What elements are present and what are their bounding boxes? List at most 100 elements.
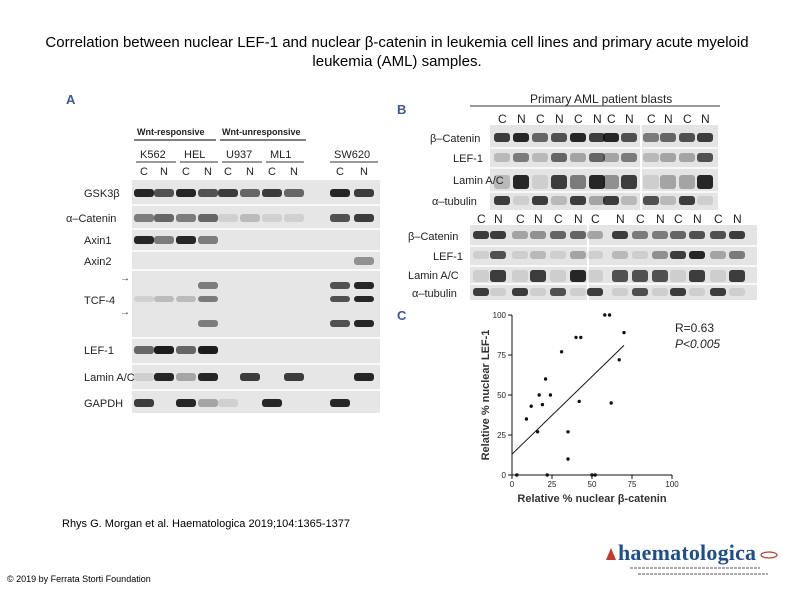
blot-band: [570, 251, 586, 259]
data-point: [545, 473, 549, 477]
blot-band: [643, 153, 659, 162]
data-point: [543, 377, 548, 381]
blot-band: [473, 270, 489, 282]
blot-band: [729, 270, 745, 282]
data-point: [577, 399, 581, 404]
blot-band: [660, 133, 676, 142]
blot-band: [513, 153, 529, 162]
blot-band: [473, 288, 489, 296]
slide-title: Correlation between nuclear LEF-1 and nu…: [45, 34, 749, 70]
row-label: β–Catenin: [430, 133, 480, 145]
x-tick-label: 0: [510, 480, 515, 489]
blot-band: [354, 189, 374, 197]
blot-band: [612, 288, 628, 296]
row-label: α–Catenin: [66, 213, 116, 225]
panel-c-letter: C: [397, 308, 407, 323]
blot-band: [603, 196, 619, 205]
row-label: Lamin A/C: [84, 372, 135, 384]
logo-ornament-icon: [760, 551, 778, 559]
row-label: LEF-1: [433, 251, 463, 263]
blot-band: [198, 236, 218, 244]
lane-label: N: [693, 212, 702, 226]
blot-band: [494, 153, 510, 162]
scatter-chart: 0 25 50 75 100 0 25 50 75 100 Relative % nuclear β…: [480, 311, 679, 505]
blot-band: [154, 236, 174, 244]
blot-band: [632, 251, 648, 259]
lane-label: C: [224, 166, 232, 178]
blot-band: [660, 175, 676, 189]
blot-band: [176, 399, 196, 407]
blot-band: [176, 373, 196, 381]
data-point: [617, 358, 621, 362]
blot-band: [670, 288, 686, 296]
haematologica-logo[interactable]: haematologica: [604, 540, 780, 582]
blot-band: [612, 270, 628, 282]
x-tick-label: 100: [665, 480, 679, 489]
blot-band: [240, 189, 260, 197]
lane-label: N: [494, 212, 503, 226]
row-label: Lamin A/C: [453, 175, 504, 187]
blot-band: [176, 346, 196, 354]
blot-band: [570, 288, 586, 296]
panel-c: C 0 25 50 75 100 0 25 50 75 100 Relative % nuclear…: [397, 308, 720, 505]
blot-band: [240, 373, 260, 381]
lane-label: C: [607, 112, 616, 126]
row-labels-b-top: β–Catenin LEF-1 Lamin A/C α–tubulin: [430, 133, 504, 208]
lane-label: N: [656, 212, 665, 226]
blot-band: [603, 153, 619, 162]
data-point: [566, 457, 570, 461]
lane-label: C: [516, 212, 525, 226]
blot-band: [632, 231, 648, 239]
blot-band: [697, 153, 713, 162]
data-point: [593, 473, 597, 477]
blot-band: [643, 196, 659, 205]
data-point: [609, 401, 613, 405]
blot-band: [660, 153, 676, 162]
blot-band: [689, 288, 705, 296]
blot-band: [354, 214, 374, 222]
blot-band: [513, 133, 529, 142]
blot-band: [134, 373, 154, 381]
x-tick-label: 50: [588, 480, 597, 489]
blot-band: [284, 189, 304, 197]
blot-band: [589, 153, 605, 162]
blot-band: [198, 373, 218, 381]
blot-band: [330, 320, 350, 327]
row-label: GAPDH: [84, 398, 123, 410]
row-label: Lamin A/C: [408, 270, 459, 282]
blot-band: [612, 231, 628, 239]
blot-band: [632, 270, 648, 282]
copyright: © 2019 by Ferrata Storti Foundation: [7, 574, 151, 584]
blot-band: [494, 175, 510, 189]
blot-band: [513, 175, 529, 189]
data-point: [524, 417, 529, 421]
x-tick-label: 25: [548, 480, 557, 489]
blot-band: [621, 196, 637, 205]
blot-band: [490, 288, 506, 296]
blot-band: [621, 153, 637, 162]
blot-band: [670, 251, 686, 259]
blot-band: [134, 236, 154, 244]
lane-label: C: [182, 166, 190, 178]
panel-b-letter: B: [397, 102, 406, 117]
blot-band: [512, 270, 528, 282]
panel-a: A Wnt-responsive Wnt-unresponsive K562 H…: [66, 92, 380, 413]
cell-line-hel: HEL: [184, 149, 205, 161]
arrow-icon: →: [120, 307, 130, 318]
blot-b-top-bands: [490, 125, 718, 210]
blot-band: [710, 231, 726, 239]
blot-band: [589, 196, 605, 205]
y-tick-label: 50: [497, 391, 506, 400]
blot-band: [262, 189, 282, 197]
blot-band: [330, 282, 350, 289]
blot-band: [587, 288, 603, 296]
blot-band: [603, 133, 619, 142]
row-label: β–Catenin: [408, 231, 458, 243]
blot-band: [473, 251, 489, 259]
lane-label: N: [701, 112, 710, 126]
group-label-wnt-responsive: Wnt-responsive: [137, 127, 205, 137]
blot-band: [530, 270, 546, 282]
blot-band: [679, 133, 695, 142]
blot-band: [632, 288, 648, 296]
